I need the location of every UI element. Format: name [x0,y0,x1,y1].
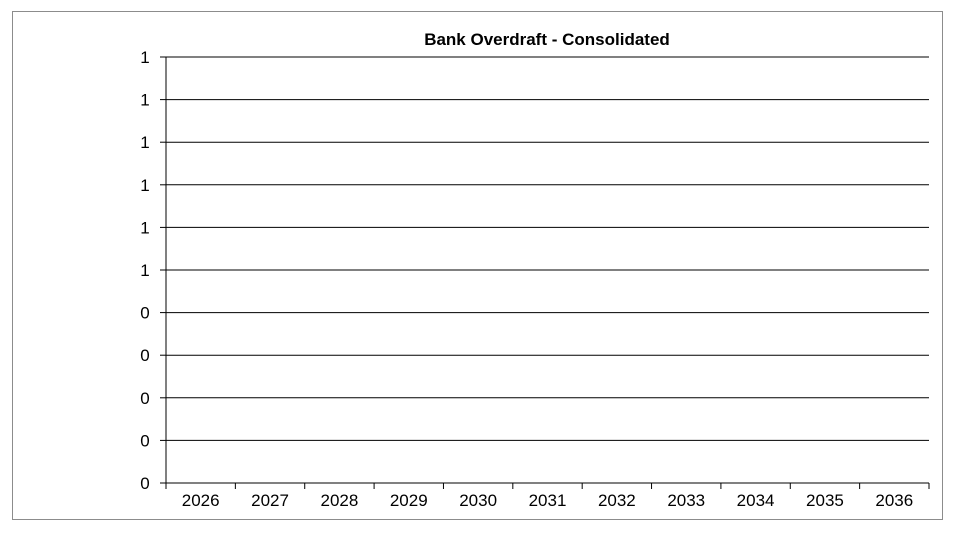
y-tick-label: 1 [140,218,149,237]
gridlines [166,56,929,441]
y-tick-label: 0 [140,304,149,323]
x-tick-label: 2029 [390,491,428,510]
y-tick-label: 0 [140,431,149,450]
x-tick-label: 2031 [529,491,567,510]
x-tick-label: 2033 [667,491,705,510]
x-tick-label: 2026 [182,491,220,510]
x-tick-label: 2028 [320,491,358,510]
x-tick-label: 2035 [806,491,844,510]
y-tick-label: 1 [140,176,149,195]
chart-frame [12,11,943,520]
chart-title: Bank Overdraft - Consolidated [424,30,670,49]
y-tick-label: 0 [140,474,149,493]
y-tick-label: 1 [140,91,149,110]
y-tick-label: 0 [140,346,149,365]
y-axis-ticks: 0 0 0 0 0 1 1 1 1 1 1 [140,48,166,493]
x-axis-ticks: 2026 2027 2028 2029 2030 2031 2032 2033 2034 2035… [165,483,930,510]
y-tick-label: 1 [140,133,149,152]
x-tick-label: 2027 [251,491,289,510]
y-tick-label: 1 [140,48,149,67]
x-tick-label: 2032 [598,491,636,510]
x-tick-label: 2034 [737,491,775,510]
y-tick-label: 0 [140,389,149,408]
y-tick-label: 1 [140,261,149,280]
x-tick-label: 2036 [875,491,913,510]
x-tick-label: 2030 [459,491,497,510]
